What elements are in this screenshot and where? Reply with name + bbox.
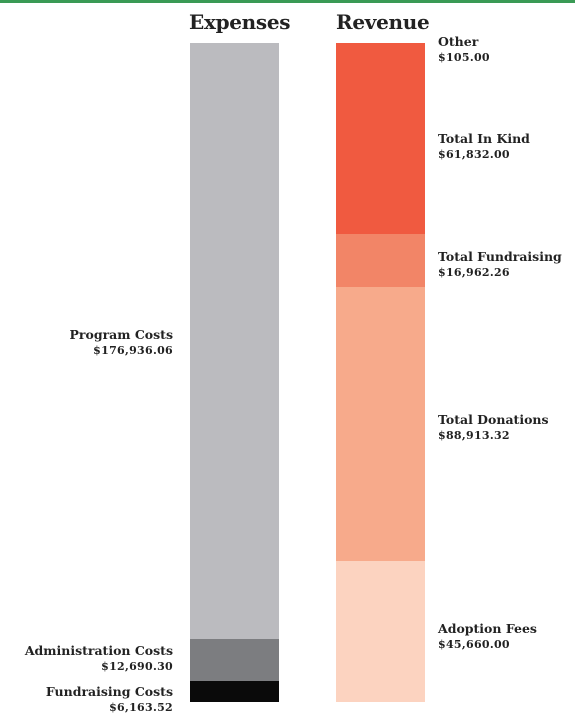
label-total-donations-value: $88,913.32 bbox=[438, 429, 510, 442]
label-total-fundraising-name: Total Fundraising bbox=[438, 249, 562, 264]
expenses-title: Expenses bbox=[189, 10, 291, 34]
label-program-costs-name: Program Costs bbox=[69, 327, 173, 342]
segment-administration-costs bbox=[190, 638, 279, 682]
revenue-bar bbox=[336, 43, 425, 702]
label-total-in-kind: Total In Kind $61,832.00 bbox=[438, 131, 530, 163]
revenue-title: Revenue bbox=[336, 10, 430, 34]
label-total-donations: Total Donations $88,913.32 bbox=[438, 412, 549, 444]
segment-adoption-fees bbox=[336, 561, 425, 702]
expenses-bar bbox=[190, 43, 279, 702]
label-program-costs: Program Costs $176,936.06 bbox=[70, 327, 173, 359]
label-adoption-fees-value: $45,660.00 bbox=[438, 638, 510, 651]
label-administration-costs-value: $12,690.30 bbox=[101, 660, 173, 673]
segment-total-fundraising bbox=[336, 234, 425, 287]
label-total-in-kind-name: Total In Kind bbox=[438, 131, 530, 146]
label-total-fundraising-value: $16,962.26 bbox=[438, 266, 510, 279]
label-fundraising-costs-value: $6,163.52 bbox=[109, 701, 173, 714]
segment-program-costs bbox=[190, 43, 279, 639]
label-administration-costs: Administration Costs $12,690.30 bbox=[25, 643, 173, 675]
label-other-name: Other bbox=[438, 34, 479, 49]
label-total-in-kind-value: $61,832.00 bbox=[438, 148, 510, 161]
label-other-value: $105.00 bbox=[438, 51, 490, 64]
segment-fundraising-costs bbox=[190, 681, 279, 702]
label-adoption-fees: Adoption Fees $45,660.00 bbox=[438, 621, 537, 653]
label-fundraising-costs: Fundraising Costs $6,163.52 bbox=[46, 684, 173, 716]
segment-total-in-kind bbox=[336, 43, 425, 235]
label-adoption-fees-name: Adoption Fees bbox=[438, 621, 537, 636]
segment-total-donations bbox=[336, 286, 425, 562]
label-other: Other $105.00 bbox=[438, 34, 490, 66]
top-rule bbox=[0, 0, 575, 3]
label-program-costs-value: $176,936.06 bbox=[93, 344, 173, 357]
label-fundraising-costs-name: Fundraising Costs bbox=[45, 684, 173, 699]
label-total-fundraising: Total Fundraising $16,962.26 bbox=[438, 249, 562, 281]
label-total-donations-name: Total Donations bbox=[438, 412, 549, 427]
label-administration-costs-name: Administration Costs bbox=[24, 643, 173, 658]
